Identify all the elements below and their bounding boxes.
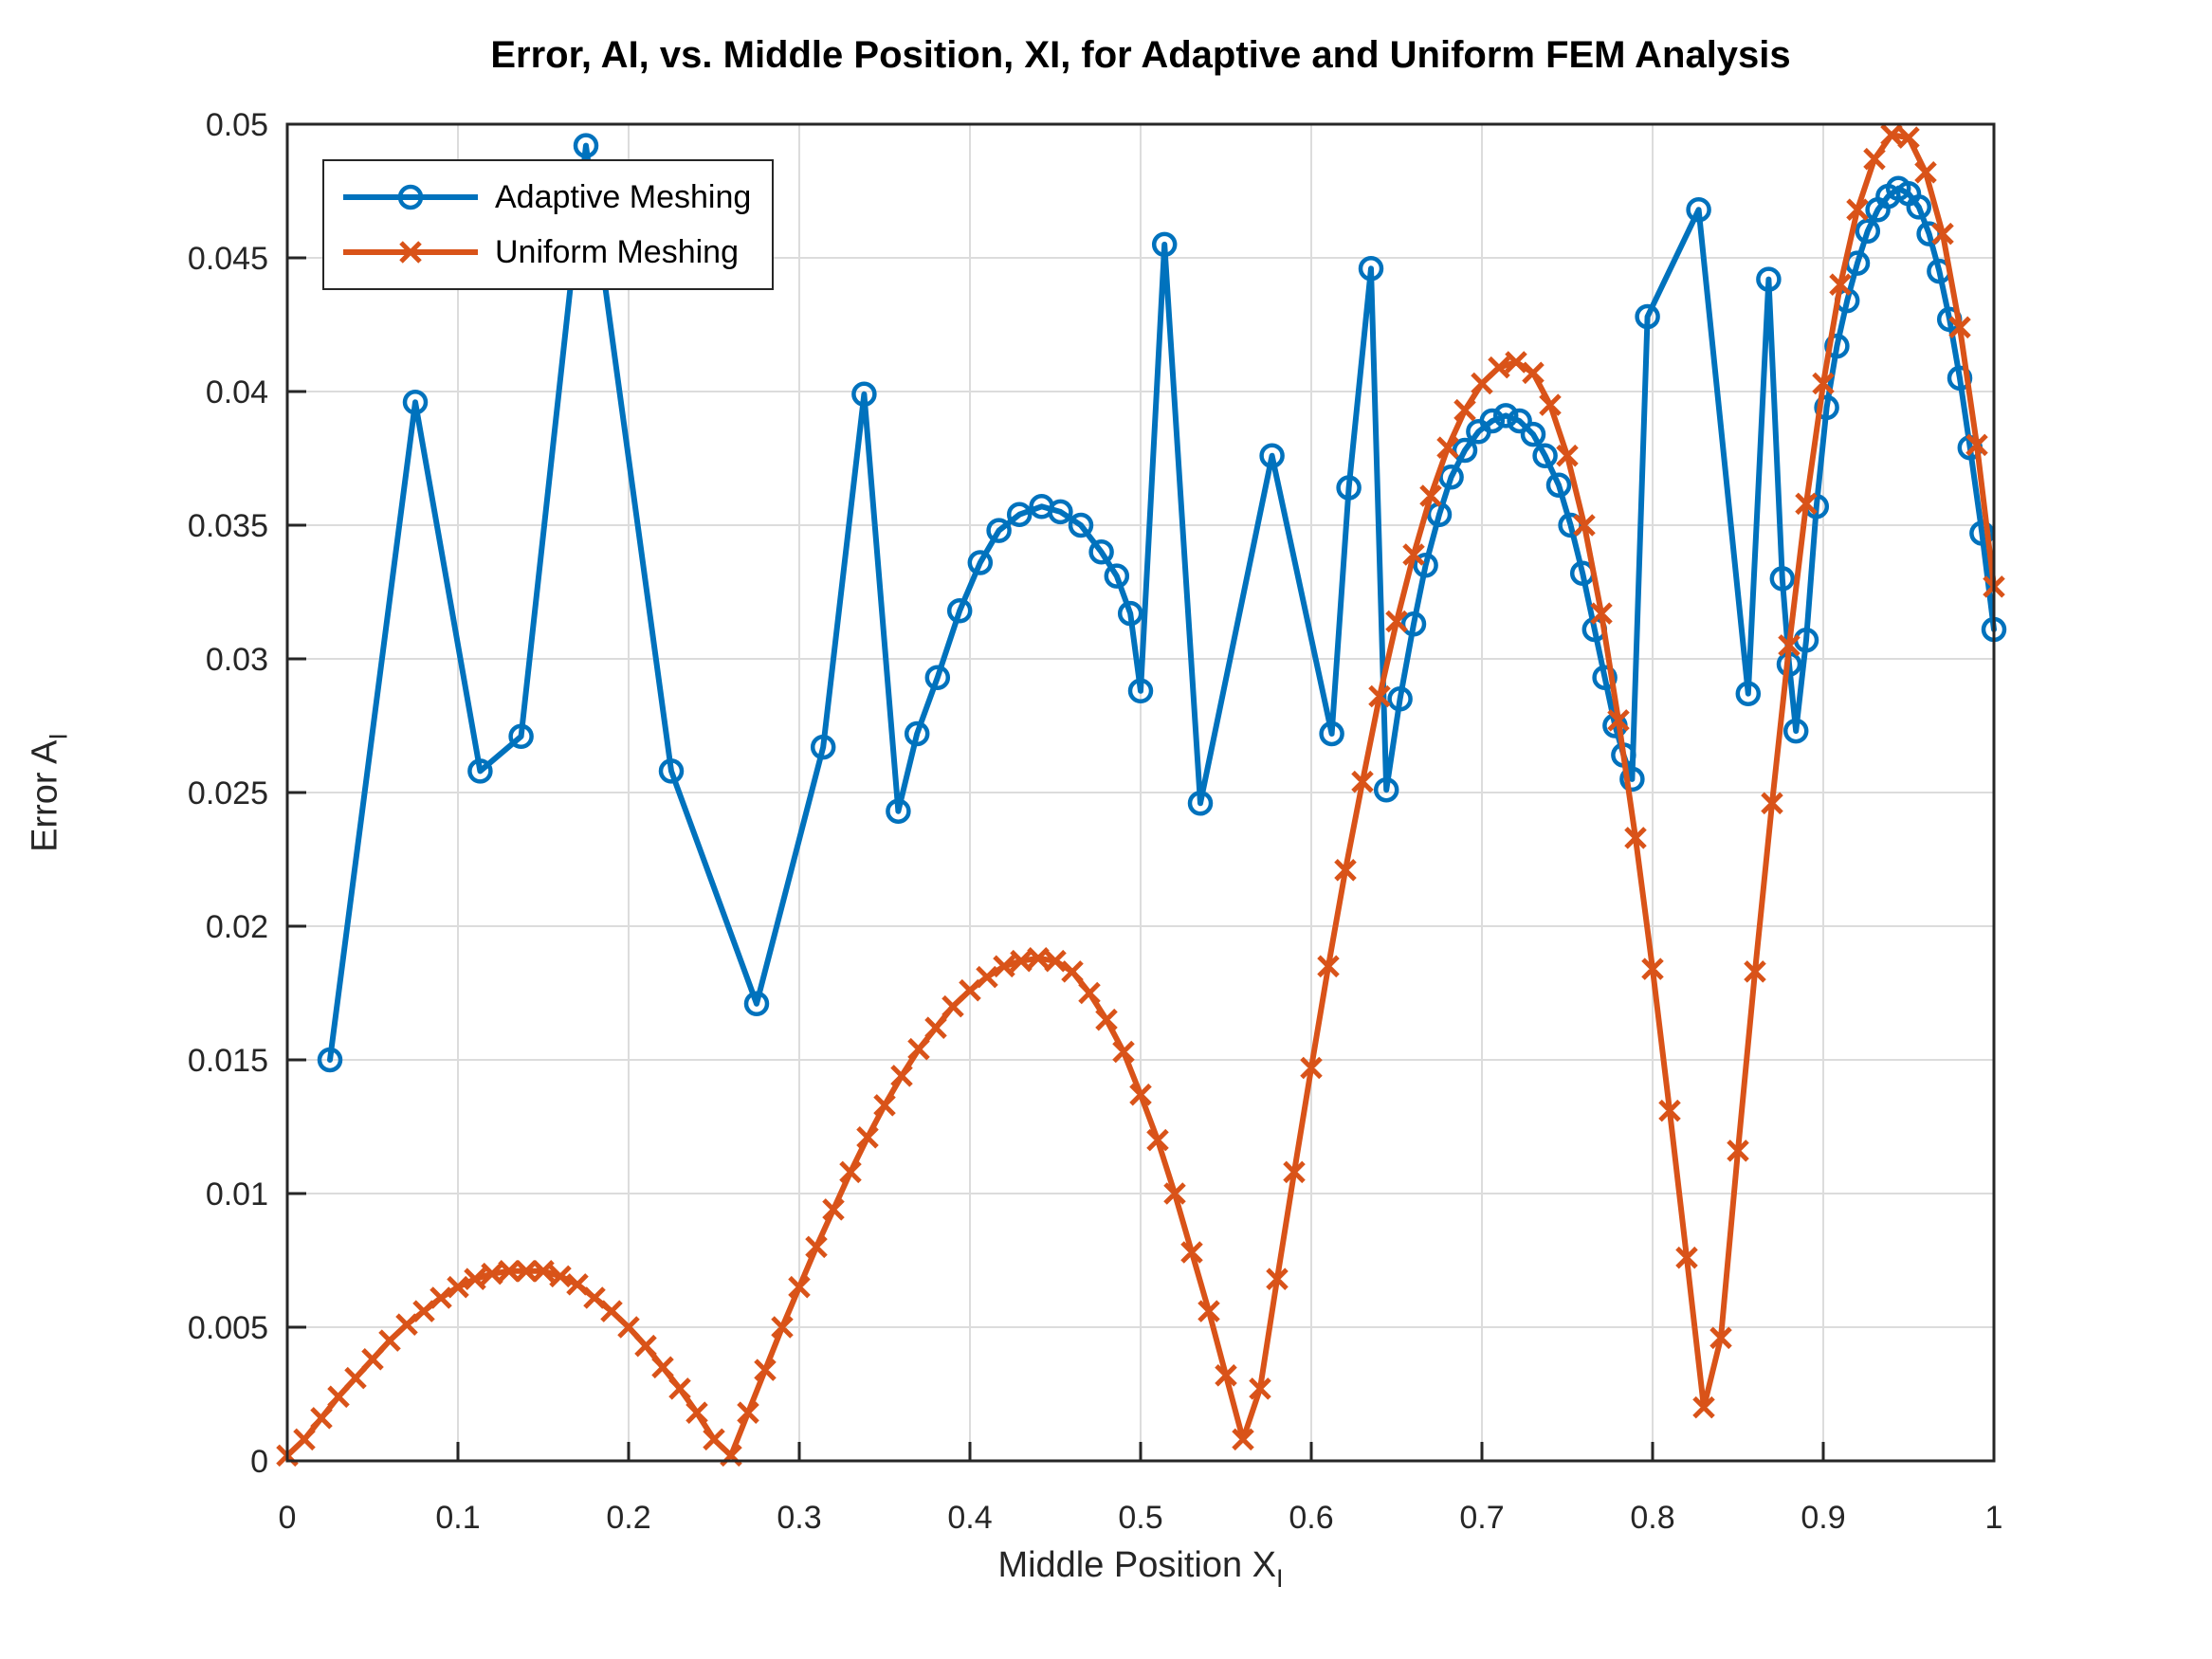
- adaptive-circle-marker: [1068, 512, 1094, 538]
- adaptive-circle-marker: [1438, 464, 1464, 490]
- legend-item-uniform: Uniform Meshing: [339, 228, 751, 277]
- x-axis-label: Middle Position XI: [287, 1545, 1994, 1594]
- y-tick-label: 0.045: [188, 241, 268, 277]
- adaptive-circle-marker: [967, 550, 994, 575]
- adaptive-circle-marker: [658, 758, 685, 784]
- adaptive-circle-marker: [1592, 665, 1618, 690]
- y-tick-label: 0.035: [188, 508, 268, 544]
- adaptive-circle-marker: [1048, 499, 1073, 525]
- legend-label-adaptive: Adaptive Meshing: [495, 178, 752, 215]
- adaptive-circle-marker: [1855, 218, 1881, 245]
- adaptive-circle-marker: [317, 1047, 343, 1073]
- adaptive-circle-marker: [1387, 686, 1413, 712]
- adaptive-circle-marker: [1520, 421, 1546, 447]
- adaptive-circle-marker: [1947, 365, 1973, 392]
- y-axis-label-subscript: I: [44, 733, 73, 740]
- adaptive-circle-marker: [924, 665, 951, 690]
- x-tick-label: 1: [1985, 1500, 2003, 1536]
- adaptive-circle-marker: [1104, 563, 1130, 589]
- y-tick-label: 0.005: [188, 1310, 268, 1346]
- y-tick-label: 0.04: [206, 374, 268, 410]
- adaptive-circle-marker: [1769, 566, 1796, 592]
- x-axis-label-subscript: I: [1276, 1564, 1284, 1593]
- adaptive-circle-marker: [508, 723, 534, 750]
- adaptive-circle-marker: [1635, 303, 1660, 330]
- adaptive-circle-marker: [1686, 196, 1711, 223]
- uniform-sample-icon: [343, 241, 478, 264]
- y-tick-label: 0.05: [206, 107, 268, 143]
- adaptive-circle-marker: [1479, 408, 1506, 434]
- adaptive-circle-marker: [946, 597, 973, 624]
- adaptive-circle-marker: [1492, 403, 1519, 428]
- adaptive-circle-marker: [1532, 443, 1558, 468]
- x-tick-label: 0.3: [777, 1500, 821, 1536]
- x-tick-label: 0.4: [947, 1500, 992, 1536]
- adaptive-circle-marker: [810, 734, 836, 760]
- adaptive-circle-marker: [1319, 720, 1344, 747]
- x-tick-label: 0.5: [1118, 1500, 1162, 1536]
- x-tick-label: 0.1: [435, 1500, 480, 1536]
- legend: Adaptive Meshing Uniform Meshing: [322, 159, 775, 290]
- adaptive-circle-marker: [1906, 194, 1932, 220]
- adaptive-circle-marker: [1336, 475, 1362, 501]
- y-tick-label: 0.03: [206, 642, 268, 678]
- chart-title: Error, AI, vs. Middle Position, XI, for …: [490, 34, 1791, 76]
- adaptive-circle-marker: [1373, 776, 1399, 803]
- adaptive-circle-marker: [1735, 681, 1762, 706]
- y-tick-label: 0.025: [188, 775, 268, 811]
- adaptive-circle-marker: [1507, 408, 1532, 434]
- adaptive-circle-marker: [1619, 766, 1645, 793]
- adaptive-circle-marker: [904, 720, 930, 747]
- adaptive-circle-marker: [1452, 437, 1478, 464]
- adaptive-circle-marker: [1006, 501, 1033, 527]
- adaptive-circle-marker: [851, 381, 877, 408]
- adaptive-circle-marker: [986, 518, 1012, 543]
- adaptive-sample-icon: [343, 184, 478, 210]
- adaptive-circle-marker: [1824, 333, 1850, 359]
- x-tick-label: 0.8: [1630, 1500, 1674, 1536]
- axes-box: [285, 122, 1996, 1463]
- adaptive-circle-marker: [1088, 538, 1114, 565]
- adaptive-circle-marker: [1187, 791, 1214, 816]
- y-tick-label: 0.02: [206, 909, 268, 945]
- adaptive-sample-circle-marker: [397, 184, 424, 210]
- x-tick-label: 0.2: [606, 1500, 650, 1536]
- y-tick-label: 0.01: [206, 1176, 268, 1212]
- adaptive-circle-marker: [467, 758, 493, 784]
- x-tick-label: 0.7: [1459, 1500, 1504, 1536]
- y-tick-label: 0: [250, 1444, 268, 1480]
- adaptive-circle-marker: [1756, 266, 1782, 292]
- adaptive-circle-marker: [1127, 678, 1154, 704]
- adaptive-circle-marker: [402, 390, 429, 415]
- x-tick-label: 0.6: [1289, 1500, 1333, 1536]
- adaptive-circle-marker: [1151, 231, 1178, 258]
- adaptive-series-line: [327, 142, 1997, 1063]
- adaptive-circle-marker: [1413, 553, 1438, 578]
- adaptive-circle-marker: [1259, 443, 1285, 468]
- adaptive-circle-marker: [1400, 611, 1427, 637]
- uniform-sample-x-marker: [399, 241, 422, 264]
- x-tick-label: 0.9: [1801, 1500, 1845, 1536]
- adaptive-circle-marker: [1358, 256, 1384, 282]
- x-axis-label-text: Middle Position X: [997, 1545, 1277, 1585]
- adaptive-circle-marker: [1117, 600, 1143, 627]
- adaptive-circle-marker: [1782, 718, 1809, 744]
- legend-label-uniform: Uniform Meshing: [495, 233, 739, 270]
- adaptive-circle-marker: [743, 991, 770, 1017]
- adaptive-circle-marker: [1969, 520, 1995, 546]
- adaptive-circle-marker: [573, 133, 599, 158]
- y-axis-label: Error AI: [26, 733, 74, 852]
- adaptive-circle-marker: [886, 798, 911, 824]
- legend-item-adaptive: Adaptive Meshing: [339, 173, 751, 222]
- y-axis-label-text: Error A: [25, 739, 65, 852]
- x-tick-label: 0: [279, 1500, 297, 1536]
- adaptive-circle-marker: [1545, 472, 1572, 498]
- adaptive-circle-marker: [1814, 394, 1839, 421]
- y-tick-label: 0.015: [188, 1043, 268, 1079]
